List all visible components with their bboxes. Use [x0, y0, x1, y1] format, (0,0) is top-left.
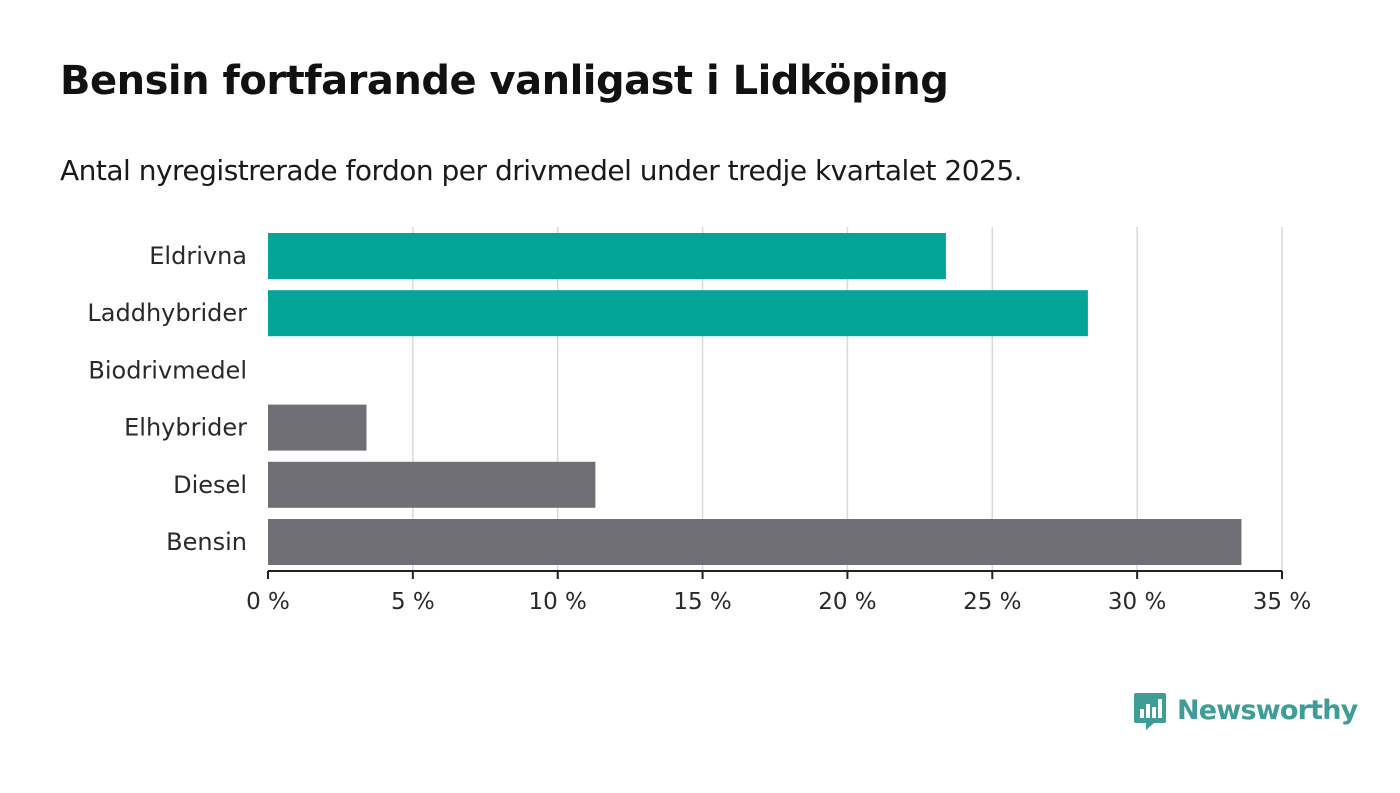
bar-bensin	[268, 519, 1242, 565]
category-label: Elhybrider	[124, 414, 247, 442]
bar-eldrivna	[268, 233, 946, 279]
x-tick-label: 30 %	[1108, 589, 1166, 615]
bar-elhybrider	[268, 404, 367, 451]
bar-chart: 0 % 5 % 10 % 15 % 20 % 25 % 30 % 35 % Eldrivna L…	[87, 227, 1311, 615]
x-tick-label: 0 %	[246, 589, 290, 615]
category-label: Eldrivna	[149, 242, 247, 270]
chart-subtitle: Antal nyregistrerade fordon per drivmede…	[60, 154, 1023, 187]
bar-laddhybrider	[268, 290, 1088, 337]
category-label: Biodrivmedel	[88, 356, 247, 384]
category-label: Bensin	[166, 528, 247, 556]
bar-chart-speech-bubble-icon	[1134, 693, 1166, 730]
x-tick-label: 35 %	[1253, 589, 1311, 615]
x-tick-label: 10 %	[528, 589, 586, 615]
x-tick-label: 5 %	[391, 589, 435, 615]
grid-lines	[412, 227, 1283, 571]
x-axis: 0 % 5 % 10 % 15 % 20 % 25 % 30 % 35 %	[246, 570, 1311, 615]
bar-diesel	[268, 461, 596, 508]
x-tick-label: 15 %	[673, 589, 731, 615]
x-tick-label: 25 %	[963, 589, 1021, 615]
category-labels: Eldrivna Laddhybrider Biodrivmedel Elhybrid…	[87, 242, 247, 556]
category-label: Laddhybrider	[87, 299, 247, 327]
category-label: Diesel	[173, 471, 247, 499]
newsworthy-logo: Newsworthy	[1133, 690, 1358, 730]
brand-name: Newsworthy	[1177, 694, 1358, 726]
chart-title: Bensin fortfarande vanligast i Lidköping	[60, 58, 949, 104]
x-tick-label: 20 %	[818, 589, 876, 615]
bars	[268, 233, 1242, 565]
